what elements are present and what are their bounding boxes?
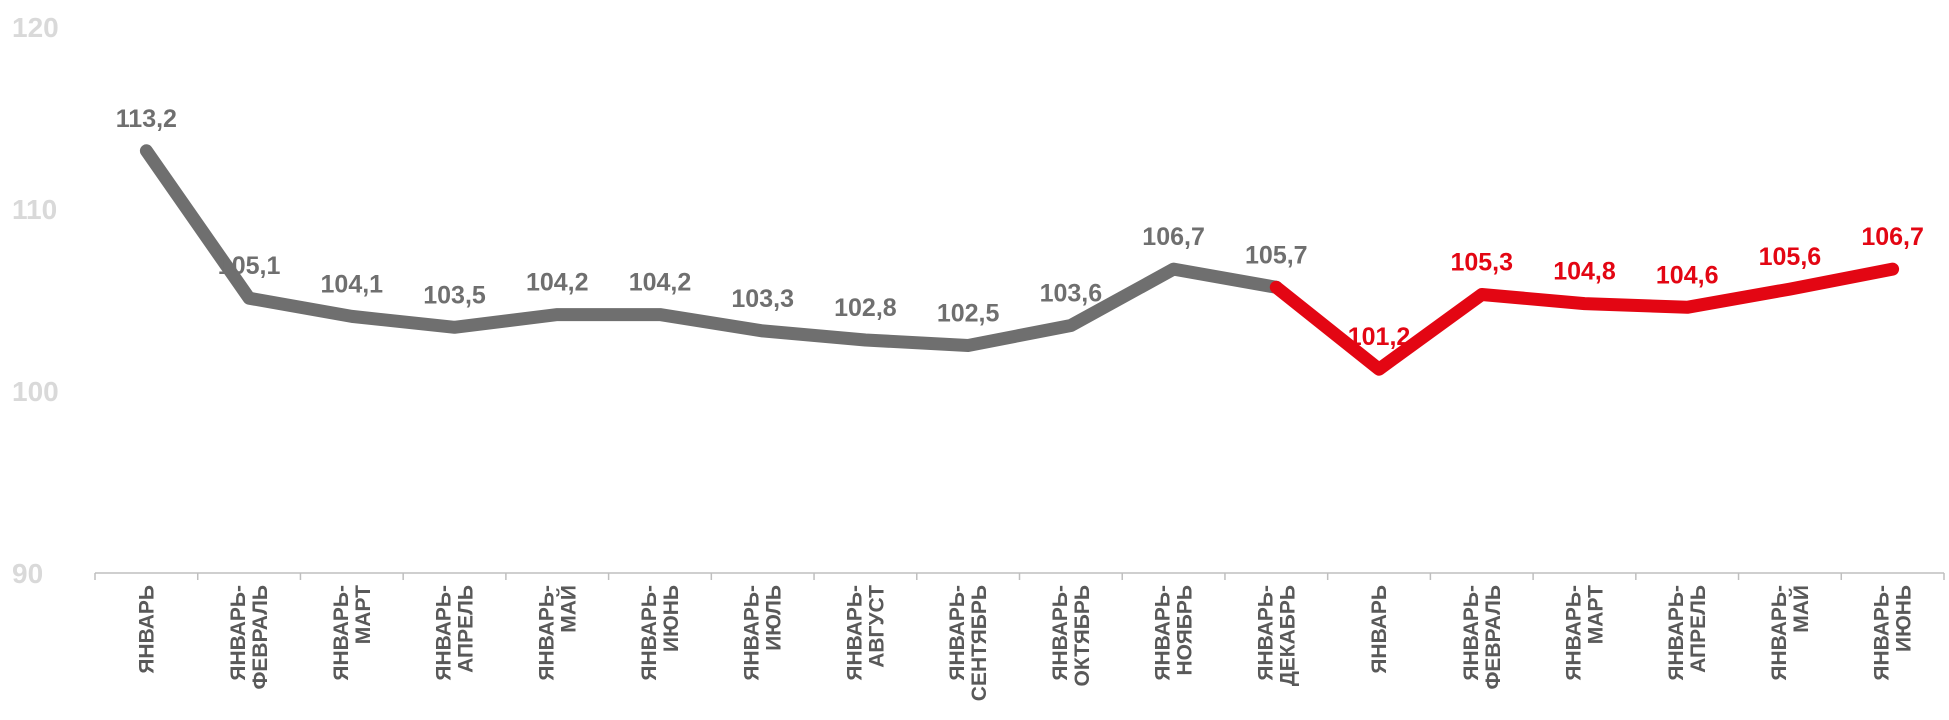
x-tick-label-line: СЕНТЯБРЬ [968, 585, 991, 701]
data-label: 103,5 [423, 281, 486, 309]
x-tick-label: ЯНВАРЬ- ФЕВРАЛЬ [1460, 585, 1505, 690]
y-tick-label: 110 [12, 194, 57, 225]
x-tick-label-line: ОКТЯБРЬ [1071, 585, 1094, 687]
series-line-0 [139, 144, 1283, 352]
x-tick-label-line: ЯНВАРЬ- [1768, 585, 1791, 681]
x-tick-label-line: АВГУСТ [865, 585, 888, 668]
x-tick-label-line: АПРЕЛЬ [455, 585, 478, 673]
x-tick-label: ЯНВАРЬ- МАРТ [330, 585, 375, 681]
x-tick-label-line: ИЮЛЬ [763, 585, 786, 651]
x-tick-label-line: ЯНВАРЬ- [741, 585, 764, 681]
y-axis: 90 100 110 120 [12, 12, 59, 589]
x-tick-label: ЯНВАРЬ- ИЮНЬ [1871, 585, 1916, 681]
x-tick-label-line: ЯНВАРЬ- [1562, 585, 1585, 681]
x-tick-label: ЯНВАРЬ- МАЙ [535, 585, 580, 681]
x-tick-label-line: ЯНВАРЬ- [433, 585, 456, 681]
data-label: 102,8 [834, 294, 897, 322]
x-tick-label: ЯНВАРЬ- СЕНТЯБРЬ [946, 585, 991, 701]
data-label: 105,3 [1450, 249, 1513, 277]
x-tick-label-line: ФЕВРАЛЬ [249, 585, 272, 690]
x-tick-label-line: ЯНВАРЬ- [638, 585, 661, 681]
y-tick-label: 120 [12, 12, 59, 43]
data-label: 103,6 [1040, 279, 1103, 307]
x-tick-label: ЯНВАРЬ [1368, 585, 1391, 674]
x-tick-label: ЯНВАРЬ- АПРЕЛЬ [433, 585, 478, 681]
x-tick-label-line: ЯНВАРЬ- [1665, 585, 1688, 681]
data-label: 104,6 [1656, 261, 1719, 289]
x-tick-label-line: ЯНВАРЬ- [843, 585, 866, 681]
data-label: 104,2 [629, 269, 692, 297]
x-tick-label: ЯНВАРЬ- АПРЕЛЬ [1665, 585, 1710, 681]
x-tick-label-line: ЯНВАРЬ- [1460, 585, 1483, 681]
x-tick-label-line: МАРТ [352, 585, 375, 644]
x-tick-label-line: ИЮНЬ [1893, 585, 1916, 652]
data-label: 113,2 [116, 105, 177, 133]
x-tick-label: ЯНВАРЬ- НОЯБРЬ [1152, 585, 1197, 681]
x-tick-label: ЯНВАРЬ- МАЙ [1768, 585, 1813, 681]
y-tick-label: 90 [12, 558, 43, 589]
data-label: 101,2 [1348, 323, 1411, 351]
x-tick-label: ЯНВАРЬ- ФЕВРАЛЬ [227, 585, 272, 690]
x-tick-label: ЯНВАРЬ- ИЮНЬ [638, 585, 683, 681]
series-line-1 [1269, 262, 1900, 376]
x-tick-label-line: ЯНВАРЬ [1368, 585, 1391, 674]
x-tick-label-line: НОЯБРЬ [1174, 585, 1197, 676]
x-tick-label: ЯНВАРЬ [135, 585, 158, 674]
x-tick-label-line: МАЙ [1789, 585, 1813, 633]
x-tick-label: ЯНВАРЬ- ИЮЛЬ [741, 585, 786, 681]
x-tick-label-line: ИЮНЬ [660, 585, 683, 652]
x-tick-label-line: ЯНВАРЬ- [1871, 585, 1894, 681]
data-label: 103,3 [731, 285, 794, 313]
x-tick-label-line: АПРЕЛЬ [1687, 585, 1710, 673]
x-tick-label-line: ЯНВАРЬ- [1152, 585, 1175, 681]
data-label: 104,2 [526, 269, 589, 297]
data-label: 104,1 [321, 270, 384, 298]
x-tick-label-line: ДЕКАБРЬ [1276, 585, 1299, 686]
data-label: 106,7 [1142, 223, 1205, 251]
data-label: 102,5 [937, 300, 1000, 328]
x-tick-label: ЯНВАРЬ- МАРТ [1562, 585, 1607, 681]
x-axis: ЯНВАРЬ ЯНВАРЬ- ФЕВРАЛЬ ЯНВАРЬ- МАРТ ЯНВАРЬ- АП… [94, 572, 1945, 701]
x-tick-label-line: МАРТ [1584, 585, 1607, 644]
data-label: 105,7 [1245, 241, 1308, 269]
data-labels: 113,2 105,1 104,1 103,5 104,2 104,2 103,3 102,8… [116, 105, 1924, 351]
y-tick-label: 100 [12, 376, 59, 407]
x-tick-label-line: ЯНВАРЬ- [1049, 585, 1072, 681]
x-tick-label: ЯНВАРЬ- АВГУСТ [843, 585, 888, 681]
series-lines [139, 144, 1900, 376]
x-tick-label-line: ЯНВАРЬ- [1254, 585, 1277, 681]
x-tick-label-line: ЯНВАРЬ- [946, 585, 969, 681]
x-tick-label-line: ЯНВАРЬ- [227, 585, 250, 681]
x-tick-label-line: ФЕВРАЛЬ [1482, 585, 1505, 690]
x-tick-label: ЯНВАРЬ- ОКТЯБРЬ [1049, 585, 1094, 687]
data-label: 105,1 [218, 252, 281, 280]
data-label: 104,8 [1553, 258, 1616, 286]
data-label: 105,6 [1759, 243, 1822, 271]
x-tick-label-line: ЯНВАРЬ [135, 585, 158, 674]
data-label: 106,7 [1861, 223, 1924, 251]
x-tick-label: ЯНВАРЬ- ДЕКАБРЬ [1254, 585, 1299, 686]
x-tick-label-line: ЯНВАРЬ- [535, 585, 558, 681]
x-tick-label-line: ЯНВАРЬ- [330, 585, 353, 681]
x-tick-label-line: МАЙ [556, 585, 580, 633]
